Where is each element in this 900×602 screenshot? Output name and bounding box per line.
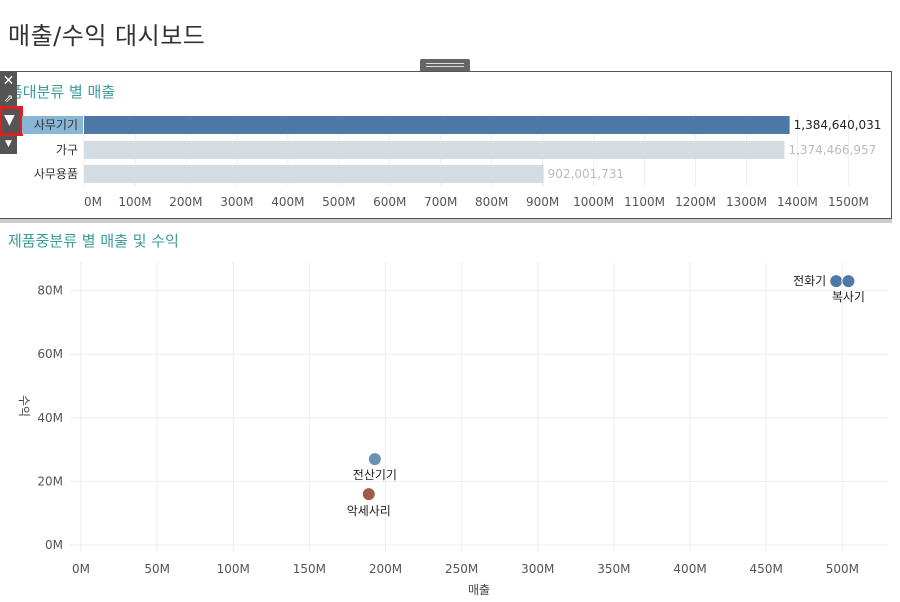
page-title: 매출/수익 대시보드: [8, 22, 206, 50]
scatter-y-axis-label: 수익: [17, 395, 31, 417]
scatter-y-tick-label: 0M: [45, 538, 63, 552]
scatter-y-tick-label: 80M: [37, 284, 63, 298]
scatter-x-tick-label: 350M: [597, 562, 630, 576]
scatter-x-tick-label: 150M: [293, 562, 326, 576]
dropdown-icon[interactable]: ▼: [5, 139, 12, 149]
scatter-chart-title: 제품중분류 별 매출 및 수익: [8, 232, 179, 250]
popout-icon[interactable]: ⇗: [3, 92, 14, 105]
filter-icon: ▼: [4, 112, 15, 128]
scatter-point-label: 복사기: [832, 290, 865, 304]
bar-chart-title: 품대분류 별 매출: [9, 83, 116, 101]
scatter-point: [841, 274, 856, 289]
panel-resize-handle[interactable]: [420, 59, 470, 71]
scatter-y-tick-label: 20M: [37, 474, 63, 488]
scatter-y-tick-label: 60M: [37, 347, 63, 361]
scatter-point-label: 악세사리: [347, 504, 391, 518]
bar-chart-panel: [0, 71, 892, 219]
scatter-x-tick-label: 500M: [826, 562, 859, 576]
scatter-point-label: 전화기: [793, 274, 826, 288]
scatter-x-tick-label: 0M: [72, 562, 90, 576]
scatter-point-label: 전산기기: [353, 468, 397, 482]
scatter-x-tick-label: 300M: [521, 562, 554, 576]
close-icon[interactable]: ✕: [2, 73, 15, 89]
filter-button[interactable]: ▼: [0, 106, 23, 136]
scatter-x-axis-label: 매출: [468, 583, 490, 597]
scatter-x-tick-label: 50M: [144, 562, 170, 576]
scatter-point: [829, 274, 844, 289]
scatter-y-tick-label: 40M: [37, 411, 63, 425]
scatter-x-tick-label: 200M: [369, 562, 402, 576]
panel-divider: [0, 219, 892, 223]
scatter-point: [367, 452, 382, 467]
scatter-point: [361, 487, 376, 502]
scatter-x-tick-label: 100M: [217, 562, 250, 576]
scatter-x-tick-label: 400M: [673, 562, 706, 576]
scatter-x-tick-label: 250M: [445, 562, 478, 576]
scatter-x-tick-label: 450M: [750, 562, 783, 576]
